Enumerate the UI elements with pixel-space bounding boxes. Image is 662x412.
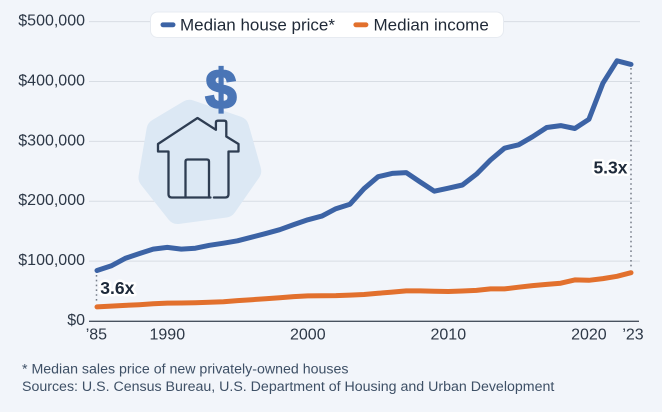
svg-text:Median income: Median income: [374, 16, 489, 35]
svg-text:$100,000: $100,000: [18, 252, 85, 269]
svg-text:$400,000: $400,000: [18, 73, 85, 90]
svg-text:Sources: U.S. Census Bureau, U: Sources: U.S. Census Bureau, U.S. Depart…: [22, 379, 554, 395]
svg-text:3.6x: 3.6x: [100, 278, 134, 298]
svg-text:$200,000: $200,000: [18, 192, 85, 209]
svg-text:$500,000: $500,000: [18, 13, 85, 30]
svg-text:$: $: [205, 58, 236, 121]
svg-text:Median house price*: Median house price*: [180, 16, 335, 35]
svg-text:$300,000: $300,000: [18, 132, 85, 149]
svg-text:2000: 2000: [290, 327, 326, 344]
svg-text:’23: ’23: [622, 327, 643, 344]
svg-text:1990: 1990: [150, 327, 186, 344]
svg-text:’85: ’85: [86, 327, 107, 344]
svg-text:2020: 2020: [571, 327, 607, 344]
svg-text:5.3x: 5.3x: [593, 157, 627, 177]
svg-text:2010: 2010: [431, 327, 467, 344]
svg-text:$0: $0: [67, 312, 85, 329]
svg-text:* Median sales price of new pr: * Median sales price of new privately-ow…: [22, 362, 349, 378]
